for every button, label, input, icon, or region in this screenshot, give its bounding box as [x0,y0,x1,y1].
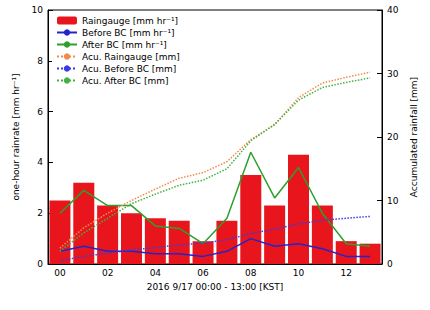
svg-text:00: 00 [54,268,66,278]
svg-text:Acu. After BC [mm]: Acu. After BC [mm] [82,76,169,86]
svg-text:Accumulated rainfall [mm]: Accumulated rainfall [mm] [409,77,419,197]
svg-text:Acu. Before BC [mm]: Acu. Before BC [mm] [82,64,176,74]
svg-text:one-hour rainrate [mm hr⁻¹]: one-hour rainrate [mm hr⁻¹] [11,73,21,200]
svg-text:10: 10 [293,268,305,278]
svg-text:8: 8 [37,56,43,66]
svg-text:6: 6 [37,107,43,117]
svg-text:0: 0 [37,259,43,269]
svg-text:2: 2 [37,208,43,218]
svg-text:02: 02 [102,268,113,278]
svg-text:30: 30 [387,69,399,79]
svg-text:0: 0 [387,259,393,269]
svg-text:08: 08 [245,268,257,278]
svg-text:06: 06 [197,268,209,278]
svg-text:2016 9/17 00:00 - 13:00 [KST]: 2016 9/17 00:00 - 13:00 [KST] [147,282,284,292]
svg-text:Before BC [mm hr⁻¹]: Before BC [mm hr⁻¹] [82,28,175,38]
svg-text:10: 10 [32,5,44,15]
svg-text:Acu. Raingauge [mm]: Acu. Raingauge [mm] [82,52,180,62]
svg-text:04: 04 [150,268,162,278]
svg-text:Raingauge [mm hr⁻¹]: Raingauge [mm hr⁻¹] [82,16,178,26]
svg-text:4: 4 [37,157,43,167]
svg-text:20: 20 [387,132,399,142]
svg-text:12: 12 [340,268,351,278]
svg-text:40: 40 [387,5,399,15]
svg-text:10: 10 [387,196,399,206]
svg-text:After BC [mm hr⁻¹]: After BC [mm hr⁻¹] [82,40,167,50]
